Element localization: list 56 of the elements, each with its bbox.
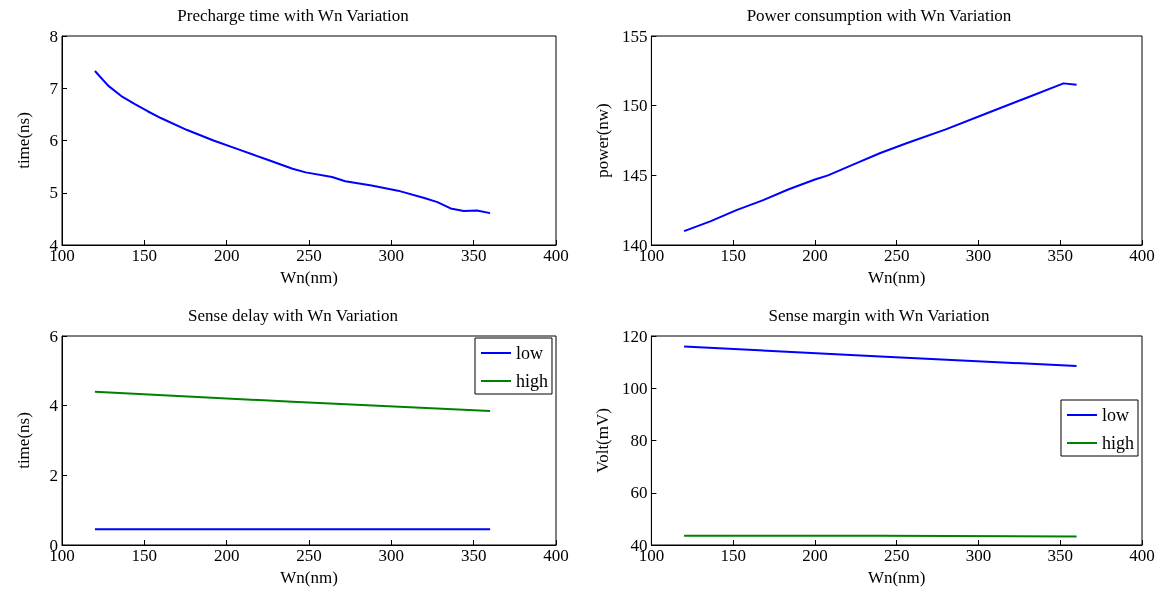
x-axis-title: Wn(nm) — [280, 567, 338, 587]
x-tick-label: 300 — [965, 246, 992, 265]
x-tick-label: 350 — [460, 246, 487, 265]
y-axis-title: time(ns) — [14, 112, 33, 169]
legend-label: high — [516, 371, 549, 391]
y-tick-label: 5 — [49, 183, 58, 203]
y-tick-label: 2 — [49, 465, 58, 485]
chart-title: Power consumption with Wn Variation — [746, 6, 1012, 25]
line-series — [93, 70, 492, 215]
x-tick-label: 250 — [296, 546, 322, 565]
x-axis-title: Wn(nm) — [280, 267, 338, 287]
x-tick-label: 150 — [720, 546, 746, 565]
x-tick-label: 300 — [378, 546, 405, 565]
x-tick-label: 200 — [213, 246, 240, 265]
x-axis-title: Wn(nm) — [867, 567, 926, 587]
x-tick-label: 250 — [296, 246, 322, 265]
chart-title: Sense delay with Wn Variation — [188, 306, 399, 325]
legend-label: low — [516, 343, 543, 363]
legend-label: low — [1102, 405, 1129, 425]
x-tick-label: 200 — [213, 546, 240, 565]
y-tick-label: 6 — [49, 326, 58, 346]
y-axis-title: Volt(mV) — [593, 408, 612, 473]
x-tick-label: 250 — [883, 246, 910, 265]
chart-title: Sense margin with Wn Variation — [768, 306, 990, 325]
legend-label: high — [1102, 433, 1135, 453]
x-tick-label: 200 — [802, 546, 828, 565]
y-tick-label: 120 — [621, 326, 648, 346]
y-axis-title: power(nw) — [593, 103, 612, 178]
x-tick-label: 300 — [378, 246, 405, 265]
x-tick-label: 350 — [1047, 546, 1073, 565]
x-tick-label: 400 — [543, 246, 569, 265]
y-tick-label: 100 — [621, 378, 648, 398]
y-tick-label: 155 — [621, 26, 648, 46]
x-axis-title: Wn(nm) — [867, 267, 926, 287]
x-tick-label: 350 — [460, 546, 487, 565]
chart-title: Precharge time with Wn Variation — [177, 6, 410, 25]
x-tick-label: 150 — [720, 246, 746, 265]
x-tick-label: 300 — [965, 546, 992, 565]
x-tick-label: 400 — [1129, 546, 1155, 565]
y-tick-label: 6 — [49, 131, 58, 150]
y-tick-label: 145 — [621, 165, 648, 185]
y-axis-title: time(ns) — [14, 412, 33, 469]
y-tick-label: 80 — [630, 431, 648, 450]
x-tick-label: 400 — [543, 546, 569, 565]
x-tick-label: 150 — [131, 546, 158, 565]
y-tick-label: 150 — [621, 96, 648, 116]
line-series — [683, 82, 1078, 233]
x-tick-label: 150 — [131, 246, 158, 265]
y-tick-label: 4 — [49, 396, 59, 416]
x-tick-label: 200 — [802, 246, 828, 265]
x-tick-label: 400 — [1129, 246, 1155, 265]
x-tick-label: 350 — [1047, 246, 1073, 265]
x-tick-label: 250 — [883, 546, 910, 565]
y-tick-label: 7 — [49, 78, 59, 98]
y-tick-label: 60 — [630, 483, 648, 503]
y-tick-label: 8 — [49, 26, 58, 46]
